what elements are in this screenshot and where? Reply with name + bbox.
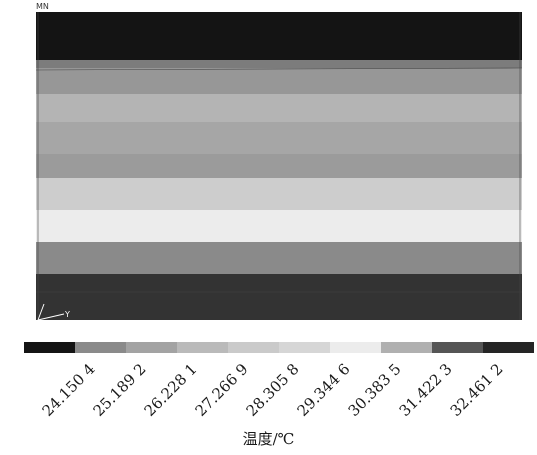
legend-tick-label: 29.344 6 [293,360,354,420]
temperature-band [36,122,522,154]
mesh-edge-line [36,67,522,71]
temperature-band [36,210,522,242]
temperature-band [36,154,522,178]
legend-swatch [381,342,432,353]
temperature-band [36,60,522,68]
axis-triad-y-label: Y [65,310,70,319]
plot-corner-label: MN [36,2,49,11]
axis-triad-icon: Y [36,300,76,326]
temperature-band [36,274,522,320]
color-legend-bar [24,342,534,353]
legend-swatch [228,342,279,353]
legend-tick-label: 28.305 8 [242,360,303,420]
legend-swatch [432,342,483,353]
legend-tick-label: 30.383 5 [344,360,405,420]
temperature-band [36,178,522,210]
legend-tick-label: 25.189 2 [89,360,150,420]
temperature-band [36,242,522,274]
temperature-band [36,68,522,94]
legend-swatch [24,342,75,353]
legend-unit-label: 温度/℃ [242,430,295,448]
contour-plot [36,12,522,320]
legend-swatch [279,342,330,353]
contour-outline [36,12,522,320]
temperature-band [36,94,522,122]
legend-tick-label: 31.422 3 [395,360,456,420]
legend-swatch [177,342,228,353]
legend-swatch [330,342,381,353]
legend-tick-label: 32.461 2 [446,360,507,420]
legend-swatch [126,342,177,353]
legend-swatch [483,342,534,353]
legend-tick-label: 26.228 1 [140,360,201,420]
legend-tick-label: 24.150 4 [38,360,99,420]
legend-tick-label: 27.266 9 [191,360,252,420]
temperature-band [36,12,522,60]
legend-swatch [75,342,126,353]
